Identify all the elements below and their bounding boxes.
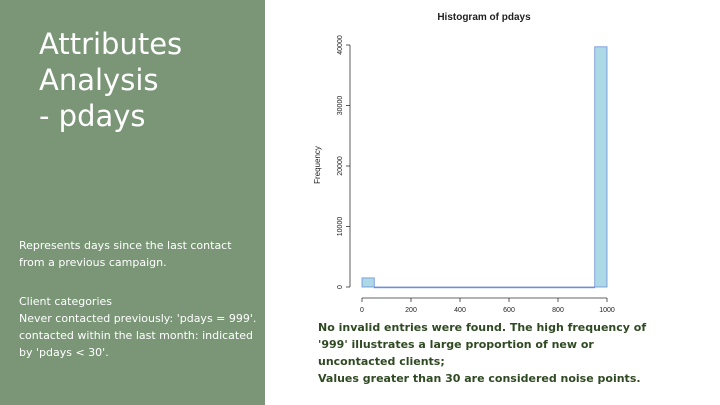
histogram-chart: Histogram of pdays Frequency 0 200 400 600 8… bbox=[300, 0, 640, 315]
slide-title-line: Attributes bbox=[39, 27, 183, 61]
y-tick-label: 40000 bbox=[337, 35, 344, 55]
y-tick-label: 30000 bbox=[337, 96, 344, 116]
analysis-note: No invalid entries were found. The high … bbox=[318, 319, 658, 387]
histogram-bar bbox=[594, 46, 608, 288]
title-panel: Attributes Analysis - pdays Represents d… bbox=[0, 0, 265, 405]
categories-heading: Client categories bbox=[19, 295, 113, 308]
slide-title-line: Analysis bbox=[39, 63, 159, 97]
x-tick-label: 400 bbox=[454, 307, 466, 314]
slide-title: Attributes Analysis - pdays bbox=[39, 26, 182, 134]
x-tick-label: 600 bbox=[503, 307, 515, 314]
histogram-svg: Histogram of pdays Frequency 0 200 400 600 8… bbox=[313, 12, 615, 314]
histogram-bar bbox=[373, 286, 596, 289]
x-tick-label: 1000 bbox=[599, 307, 615, 314]
y-tick-label: 20000 bbox=[337, 156, 344, 176]
y-axis-label: Frequency bbox=[313, 146, 322, 184]
note-line: No invalid entries were found. The high … bbox=[318, 321, 647, 368]
x-tick-label: 800 bbox=[552, 307, 564, 314]
histogram-bar bbox=[361, 277, 375, 288]
slide-title-line: - pdays bbox=[39, 99, 146, 133]
client-categories: Client categories Never contacted previo… bbox=[19, 293, 259, 361]
bars bbox=[361, 46, 608, 289]
y-tick-label: 10000 bbox=[337, 217, 344, 237]
x-tick-label: 0 bbox=[360, 307, 364, 314]
category-item: contacted within the last month: indicat… bbox=[19, 329, 253, 359]
chart-title: Histogram of pdays bbox=[437, 12, 531, 23]
category-item: Never contacted previously: 'pdays = 999… bbox=[19, 312, 257, 325]
note-line: Values greater than 30 are considered no… bbox=[318, 372, 641, 385]
attribute-description: Represents days since the last contact f… bbox=[19, 239, 232, 269]
x-tick-label: 200 bbox=[405, 307, 417, 314]
y-tick-label: 0 bbox=[337, 285, 344, 289]
